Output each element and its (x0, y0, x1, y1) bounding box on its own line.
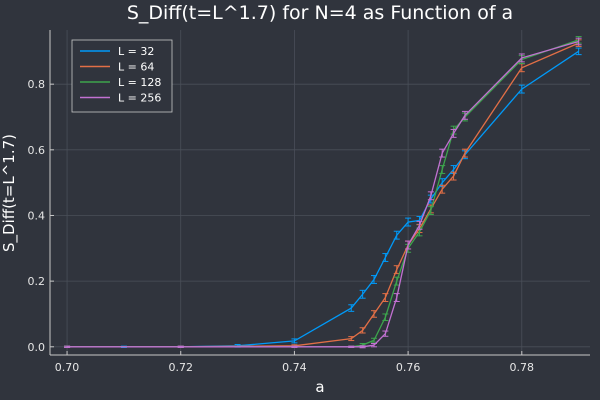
error-bar (427, 191, 434, 201)
series-line (67, 42, 579, 348)
chart-title: S_Diff(t=L^1.7) for N=4 as Function of a (127, 2, 513, 24)
y-tick-label: 0.4 (28, 209, 46, 222)
x-tick-label: 0.72 (168, 361, 193, 374)
error-bar (405, 217, 412, 227)
error-bar (291, 345, 298, 348)
error-bar (348, 304, 355, 312)
series-4 (64, 37, 582, 349)
series-line (67, 40, 579, 348)
x-tick-label: 0.70 (55, 361, 80, 374)
legend-label: L = 32 (118, 45, 154, 58)
error-bar (450, 128, 457, 138)
x-tick-label: 0.74 (282, 361, 307, 374)
error-bar (518, 53, 525, 63)
error-bar (427, 206, 434, 215)
error-bar (416, 220, 423, 230)
error-bar (382, 253, 389, 262)
error-bar (393, 276, 400, 286)
error-bar (575, 37, 582, 46)
error-bar (450, 171, 457, 181)
y-tick-label: 0.8 (28, 78, 46, 91)
legend-label: L = 128 (118, 76, 161, 89)
y-tick-label: 0.2 (28, 275, 46, 288)
y-axis-label: S_Diff(t=L^1.7) (0, 134, 19, 252)
error-bar (177, 345, 184, 348)
legend-label: L = 256 (118, 92, 161, 105)
error-bar (439, 165, 446, 174)
axes: 0.70 0.72 0.74 0.76 0.78 0.0 0.2 0.4 0.6 0.8 (28, 30, 590, 374)
error-bar (382, 293, 389, 302)
series-layer (64, 36, 582, 349)
y-tick-label: 0.0 (28, 341, 46, 354)
error-bar (405, 240, 412, 250)
error-bar (348, 336, 355, 342)
error-bar (382, 330, 389, 337)
error-bar (371, 275, 377, 284)
error-bar (439, 148, 446, 158)
error-bar (359, 345, 366, 349)
error-bar (439, 184, 446, 194)
error-bar (371, 343, 377, 348)
x-axis-label: a (315, 378, 324, 396)
error-bar (461, 148, 468, 158)
error-bar (371, 310, 377, 318)
error-bar (359, 289, 366, 299)
x-tick-label: 0.76 (396, 361, 421, 374)
error-bar (393, 230, 400, 240)
y-tick-label: 0.6 (28, 144, 46, 157)
x-tick-label: 0.78 (510, 361, 535, 374)
error-bar (371, 337, 377, 343)
error-bar (291, 338, 298, 344)
error-bar (359, 327, 366, 334)
legend-box (71, 39, 173, 113)
error-bar (575, 47, 582, 56)
error-bar (393, 293, 400, 302)
error-bar (461, 110, 468, 120)
error-bar (518, 84, 525, 94)
error-bar (382, 313, 389, 322)
legend: L = 32 L = 64 L = 128 L = 256 (71, 39, 173, 113)
error-bar (348, 345, 355, 348)
error-bar (64, 345, 71, 348)
legend-label: L = 64 (118, 61, 154, 74)
